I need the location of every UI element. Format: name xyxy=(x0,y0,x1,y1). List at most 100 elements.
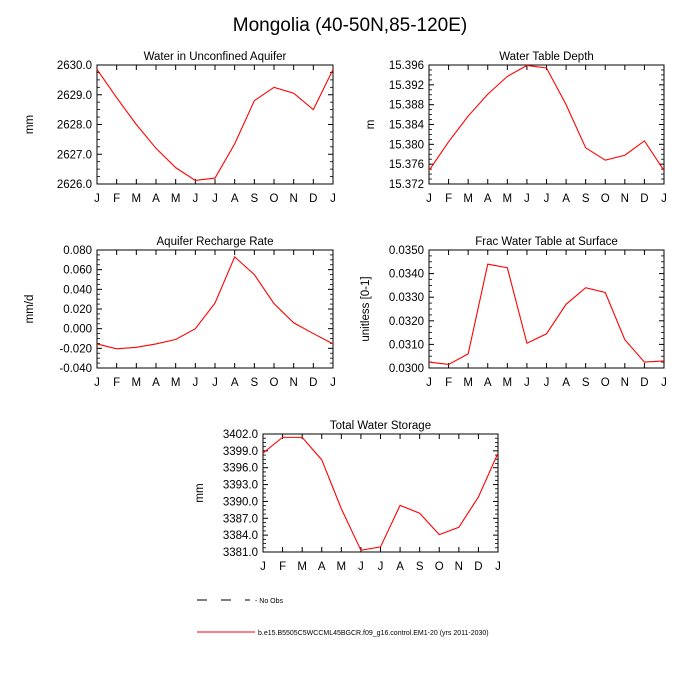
x-tick-label: J xyxy=(330,377,336,389)
x-tick-label: S xyxy=(250,193,258,205)
x-tick-label: A xyxy=(231,193,239,205)
x-tick-label: M xyxy=(503,377,513,389)
x-tick-label: A xyxy=(396,561,404,573)
x-tick-label: S xyxy=(582,193,590,205)
x-tick-label: S xyxy=(416,561,424,573)
plot-frame xyxy=(428,249,665,369)
x-tick-label: A xyxy=(562,193,570,205)
y-tick-label: 0.040 xyxy=(63,284,92,296)
x-tick-label: J xyxy=(260,561,266,573)
x-tick-label: J xyxy=(426,377,432,389)
x-tick-label: N xyxy=(621,193,629,205)
x-tick-label: F xyxy=(445,377,452,389)
x-tick-label: J xyxy=(330,193,336,205)
x-tick-label: N xyxy=(290,193,298,205)
plot-frame xyxy=(262,433,499,553)
y-tick-label: 15.388 xyxy=(389,100,424,112)
y-axis-label: unitless [0-1] xyxy=(360,276,372,341)
x-tick-label: O xyxy=(270,377,279,389)
series-line xyxy=(428,263,665,366)
panel-title: Total Water Storage xyxy=(330,420,431,432)
y-tick-label: 2626.0 xyxy=(57,179,92,191)
x-tick-label: M xyxy=(171,377,181,389)
x-tick-label: F xyxy=(279,561,286,573)
x-tick-label: J xyxy=(544,377,550,389)
y-tick-label: 0.060 xyxy=(63,265,92,277)
x-tick-label: S xyxy=(582,377,590,389)
y-tick-label: 3393.0 xyxy=(223,480,258,492)
y-tick-label: 3381.0 xyxy=(223,547,258,559)
x-tick-label: J xyxy=(192,377,198,389)
legend-model-label: b.e15.B5505C5WCCML45BGCR.f09_g16.control… xyxy=(258,630,489,637)
y-tick-label: 3396.0 xyxy=(223,463,258,475)
legend-obs-label: - No Obs xyxy=(255,598,284,605)
y-tick-label: -0.040 xyxy=(59,363,92,375)
x-tick-label: J xyxy=(378,561,384,573)
x-tick-label: M xyxy=(463,193,473,205)
x-tick-label: J xyxy=(524,377,530,389)
y-tick-label: 0.0310 xyxy=(389,339,424,351)
panel-title: Frac Water Table at Surface xyxy=(475,236,618,248)
y-tick-label: 0.0300 xyxy=(389,363,424,375)
y-tick-label: 2629.0 xyxy=(57,90,92,102)
y-tick-label: 2628.0 xyxy=(57,120,92,132)
y-tick-label: 15.384 xyxy=(389,120,425,132)
x-tick-label: M xyxy=(503,193,513,205)
y-tick-label: 3387.0 xyxy=(223,513,258,525)
y-axis-label: m xyxy=(365,120,377,130)
y-tick-label: 0.000 xyxy=(63,324,92,336)
x-tick-label: J xyxy=(94,193,100,205)
series-line xyxy=(428,64,665,171)
x-tick-label: M xyxy=(132,377,142,389)
x-tick-label: D xyxy=(309,377,317,389)
panel-title: Water in Unconfined Aquifer xyxy=(144,51,287,63)
plot-frame xyxy=(96,249,334,369)
y-axis-label: mm xyxy=(24,115,36,134)
x-tick-label: D xyxy=(474,561,482,573)
x-tick-label: M xyxy=(171,193,181,205)
series-line xyxy=(96,69,334,182)
legend: - No Obs b.e15.B5505C5WCCML45BGCR.f09_g1… xyxy=(197,598,489,637)
x-tick-label: J xyxy=(544,193,550,205)
y-tick-label: -0.020 xyxy=(59,343,92,355)
x-tick-label: J xyxy=(212,377,218,389)
x-tick-label: N xyxy=(290,377,298,389)
y-tick-label: 3390.0 xyxy=(223,496,258,508)
x-tick-label: O xyxy=(435,561,444,573)
x-tick-label: N xyxy=(621,377,629,389)
x-tick-label: A xyxy=(318,561,326,573)
x-tick-label: O xyxy=(601,193,610,205)
y-tick-label: 3399.0 xyxy=(223,446,258,458)
x-tick-label: F xyxy=(113,377,120,389)
x-tick-label: D xyxy=(640,377,648,389)
x-tick-label: A xyxy=(562,377,570,389)
x-tick-label: M xyxy=(297,561,307,573)
x-tick-label: J xyxy=(661,377,667,389)
x-tick-label: J xyxy=(661,193,667,205)
x-tick-label: N xyxy=(455,561,463,573)
x-tick-label: A xyxy=(484,193,492,205)
y-tick-label: 2630.0 xyxy=(57,60,92,72)
panel-title: Aquifer Recharge Rate xyxy=(157,236,274,248)
x-tick-label: M xyxy=(337,561,347,573)
x-tick-label: M xyxy=(463,377,473,389)
y-axis-label: mm/d xyxy=(24,295,36,324)
y-axis-label: mm xyxy=(194,483,206,502)
x-tick-label: J xyxy=(358,561,364,573)
y-tick-label: 0.0340 xyxy=(389,269,424,281)
x-tick-label: A xyxy=(152,377,160,389)
x-tick-label: D xyxy=(309,193,317,205)
x-tick-label: A xyxy=(152,193,160,205)
x-tick-label: A xyxy=(231,377,239,389)
y-tick-label: 0.0330 xyxy=(389,292,424,304)
figure-title: Mongolia (40-50N,85-120E) xyxy=(233,15,467,36)
x-tick-label: J xyxy=(495,561,501,573)
x-tick-label: F xyxy=(113,193,120,205)
x-tick-label: J xyxy=(212,193,218,205)
